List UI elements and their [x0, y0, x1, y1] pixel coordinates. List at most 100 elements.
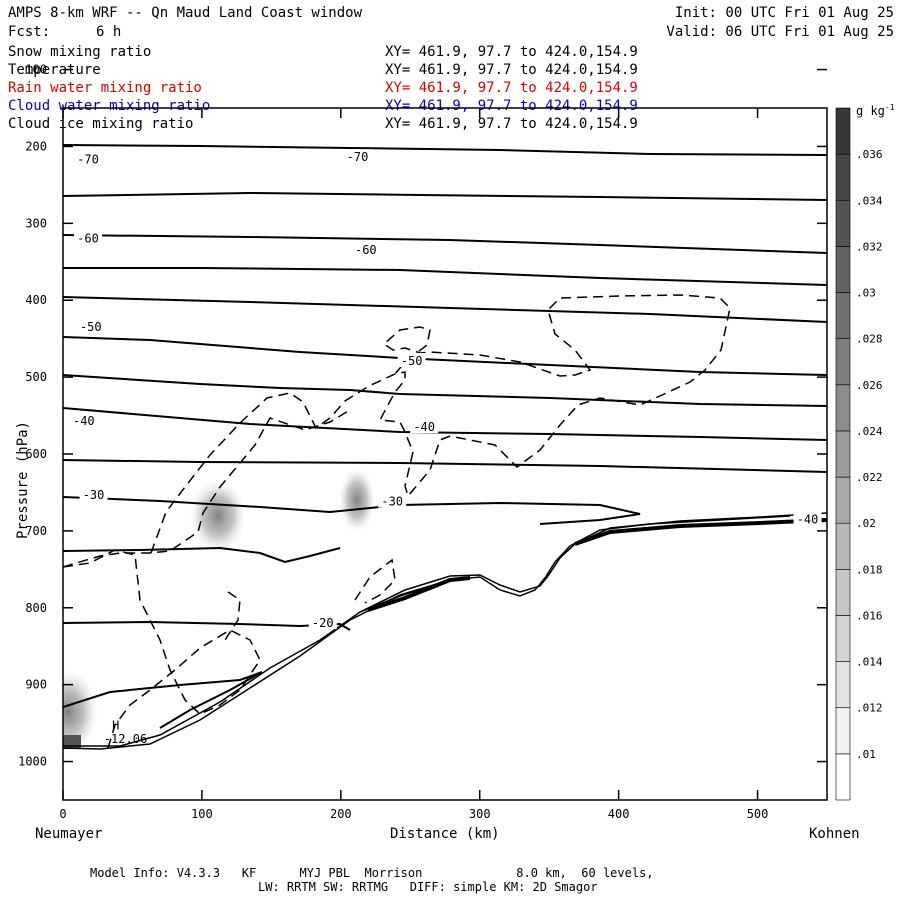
- isotherm-label-bg: [410, 419, 439, 434]
- isotherm-label: -70: [77, 153, 99, 167]
- isotherm-label-bg: [74, 151, 103, 166]
- y-tick-label: 300: [25, 216, 47, 230]
- snow-contours: [63, 294, 731, 749]
- init-time: Init: 00 UTC Fri 01 Aug 25: [674, 5, 894, 21]
- colorbar-swatch: [835, 153, 851, 201]
- isotherm-label: -50: [401, 354, 423, 368]
- y-tick-label: 1000: [18, 755, 47, 769]
- y-tick-label: 100: [25, 63, 47, 77]
- isotherm-label: -60: [355, 243, 377, 257]
- colorbar-label: .014: [856, 656, 883, 669]
- x-tick-label: 100: [191, 807, 213, 821]
- isotherm-label: -60: [77, 232, 99, 246]
- colorbar-label: .018: [856, 563, 883, 576]
- isotherm-label: -20: [312, 616, 334, 630]
- forecast-label: Fcst:: [8, 24, 51, 40]
- field-xy-range: XY= 461.9, 97.7 to 424.0,154.9: [385, 80, 638, 96]
- colorbar-swatch: [835, 476, 851, 524]
- y-tick-label: 500: [25, 370, 47, 384]
- isotherm-label-bg: [79, 486, 108, 501]
- colorbar-swatch: [835, 199, 851, 247]
- endpoint-left: Neumayer: [35, 826, 103, 842]
- high-marker: H: [112, 718, 119, 732]
- x-tick-label: 300: [469, 807, 491, 821]
- colorbar-swatch: [835, 384, 851, 432]
- snow-blob-2: [339, 468, 375, 532]
- y-tick-label: 200: [25, 139, 47, 153]
- colorbar-label: .022: [856, 471, 883, 484]
- isotherm-label: -40: [413, 420, 435, 434]
- chart-title: AMPS 8-km WRF -- Qn Maud Land Coast wind…: [8, 5, 363, 21]
- field-xy-range: XY= 461.9, 97.7 to 424.0,154.9: [385, 116, 638, 132]
- snow-shading: [63, 468, 375, 754]
- colorbar-label: .036: [856, 148, 883, 161]
- y-tick-label: 800: [25, 601, 47, 615]
- model-info: Model Info: V4.3.3 KF MYJ PBL Morrison 8…: [90, 866, 654, 880]
- x-tick-label: 500: [747, 807, 769, 821]
- isotherm-label-bg: [76, 319, 105, 334]
- snow-blob-3: [63, 670, 98, 754]
- colorbar-label: .028: [856, 333, 883, 346]
- x-tick-label: 200: [330, 807, 352, 821]
- colorbar-swatch: [835, 430, 851, 478]
- terrain: [62, 512, 828, 750]
- forecast-hours: 6 h: [96, 24, 122, 40]
- snow-base: [63, 735, 81, 749]
- isotherm-label: -50: [80, 320, 102, 334]
- colorbar-label: .03: [856, 287, 876, 300]
- isotherm-label-bg: [74, 230, 103, 245]
- colorbar-label: .032: [856, 240, 883, 253]
- x-tick-label: 400: [608, 807, 630, 821]
- isotherms: [63, 144, 827, 729]
- y-axis-label: Pressure (hPa): [15, 421, 31, 540]
- isotherm-label-bg: [397, 352, 426, 367]
- field-xy-range: XY= 461.9, 97.7 to 424.0,154.9: [385, 98, 638, 114]
- colorbar-swatch: [835, 338, 851, 386]
- x-axis-label: Distance (km): [390, 826, 500, 842]
- field-xy-range: XY= 461.9, 97.7 to 424.0,154.9: [385, 44, 638, 60]
- field-name: Cloud water mixing ratio: [8, 98, 211, 114]
- endpoint-right: Kohnen: [809, 826, 860, 842]
- colorbar-label: .026: [856, 379, 883, 392]
- field-name: Cloud ice mixing ratio: [8, 116, 194, 132]
- plot-frame: [62, 107, 828, 801]
- colorbar-swatch: [835, 569, 851, 616]
- snow-blob-1: [190, 480, 246, 552]
- field-name: Temperature: [8, 62, 101, 78]
- field-name: Rain water mixing ratio: [8, 80, 202, 96]
- colorbar-swatch: [835, 522, 851, 570]
- colorbar-label: .016: [856, 609, 883, 622]
- y-tick-label: 400: [25, 293, 47, 307]
- y-tick-label: 700: [25, 524, 47, 538]
- colorbar-swatch: [835, 661, 851, 709]
- colorbar-unit: g kg-1: [856, 103, 895, 118]
- isotherm-label-bg: [351, 242, 380, 257]
- x-tick-label: 0: [59, 807, 66, 821]
- isotherm-label-bg: [793, 511, 822, 526]
- isotherm-label-bg: [378, 493, 407, 508]
- colorbar-swatch: [835, 107, 851, 155]
- colorbar-swatch: [835, 292, 851, 339]
- isotherm-label: -30: [83, 488, 105, 502]
- y-tick-label: 900: [25, 678, 47, 692]
- colorbar-label: .01: [856, 748, 876, 761]
- colorbar-swatch: [835, 246, 851, 293]
- y-tick-label: 600: [25, 447, 47, 461]
- isotherm-label: -40: [73, 414, 95, 428]
- colorbar-label: .02: [856, 517, 876, 530]
- colorbar-swatch: [835, 753, 851, 801]
- isotherm-label: -40: [797, 512, 819, 526]
- colorbar-swatch: [835, 615, 851, 662]
- colorbar-label: .012: [856, 702, 883, 715]
- colorbar-label: .034: [856, 194, 883, 207]
- model-info-physics: LW: RRTM SW: RRTMG DIFF: simple KM: 2D S…: [258, 880, 598, 894]
- colorbar-swatch: [835, 707, 851, 755]
- isotherm-label-bg: [343, 149, 372, 164]
- colorbar-label: .024: [856, 425, 883, 438]
- min-value-label: -12.06: [104, 732, 147, 746]
- isotherm-label-bg: [69, 412, 98, 427]
- field-xy-range: XY= 461.9, 97.7 to 424.0,154.9: [385, 62, 638, 78]
- isotherm-label-bg: [308, 615, 337, 630]
- valid-time: Valid: 06 UTC Fri 01 Aug 25: [666, 24, 894, 40]
